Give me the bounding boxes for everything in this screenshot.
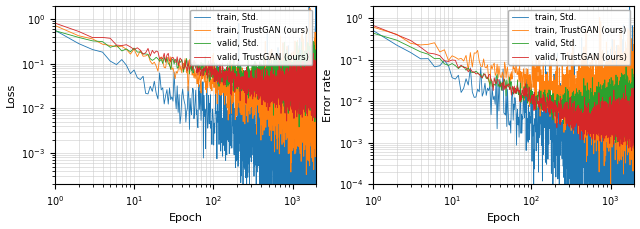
- Line: train, Std.: train, Std.: [373, 0, 634, 197]
- Y-axis label: Loss: Loss: [6, 83, 15, 107]
- valid, TrustGAN (ours): [51, 22, 59, 25]
- Legend: train, Std., train, TrustGAN (ours), valid, Std., valid, TrustGAN (ours): train, Std., train, TrustGAN (ours), val…: [190, 10, 312, 65]
- valid, TrustGAN (ours): [630, 122, 638, 124]
- train, TrustGAN (ours): [306, 7, 314, 10]
- Line: train, TrustGAN (ours): train, TrustGAN (ours): [55, 8, 316, 175]
- valid, Std.: [630, 117, 637, 120]
- train, Std.: [623, 178, 630, 181]
- train, Std.: [630, 144, 638, 147]
- valid, Std.: [312, 78, 319, 81]
- train, TrustGAN (ours): [312, 117, 319, 120]
- train, Std.: [243, 210, 250, 213]
- valid, TrustGAN (ours): [369, 24, 377, 27]
- train, TrustGAN (ours): [312, 147, 319, 150]
- train, Std.: [529, 110, 536, 113]
- Y-axis label: Error rate: Error rate: [323, 68, 333, 122]
- valid, Std.: [305, 55, 312, 58]
- valid, TrustGAN (ours): [286, 73, 294, 76]
- valid, TrustGAN (ours): [211, 79, 218, 82]
- train, Std.: [312, 210, 320, 213]
- valid, TrustGAN (ours): [630, 91, 637, 94]
- train, Std.: [312, 0, 319, 2]
- train, TrustGAN (ours): [607, 185, 614, 188]
- train, Std.: [312, 154, 319, 157]
- valid, TrustGAN (ours): [283, 120, 291, 122]
- valid, Std.: [211, 61, 218, 64]
- train, Std.: [211, 122, 218, 125]
- valid, Std.: [295, 125, 303, 128]
- train, TrustGAN (ours): [604, 130, 612, 133]
- valid, Std.: [288, 74, 296, 76]
- train, TrustGAN (ours): [630, 49, 637, 51]
- train, TrustGAN (ours): [286, 92, 294, 95]
- train, Std.: [604, 50, 612, 52]
- train, Std.: [51, 29, 59, 32]
- valid, Std.: [286, 72, 294, 75]
- valid, Std.: [529, 90, 536, 93]
- valid, Std.: [606, 103, 614, 106]
- valid, TrustGAN (ours): [604, 117, 612, 120]
- valid, Std.: [369, 32, 377, 35]
- valid, TrustGAN (ours): [288, 76, 296, 79]
- valid, Std.: [604, 98, 612, 101]
- train, Std.: [288, 185, 296, 188]
- valid, TrustGAN (ours): [529, 100, 536, 103]
- train, Std.: [312, 190, 319, 193]
- train, Std.: [556, 196, 563, 198]
- valid, TrustGAN (ours): [628, 149, 636, 152]
- train, TrustGAN (ours): [529, 60, 536, 63]
- Line: train, Std.: train, Std.: [55, 0, 316, 211]
- valid, Std.: [312, 86, 319, 89]
- train, TrustGAN (ours): [369, 26, 377, 28]
- valid, TrustGAN (ours): [630, 127, 637, 130]
- train, TrustGAN (ours): [623, 86, 630, 89]
- train, Std.: [630, 151, 637, 154]
- valid, TrustGAN (ours): [606, 131, 614, 134]
- valid, Std.: [623, 143, 630, 146]
- train, TrustGAN (ours): [303, 173, 310, 176]
- Line: valid, TrustGAN (ours): valid, TrustGAN (ours): [55, 23, 316, 121]
- train, TrustGAN (ours): [211, 75, 218, 78]
- valid, TrustGAN (ours): [305, 96, 312, 99]
- train, TrustGAN (ours): [305, 106, 312, 109]
- Line: train, TrustGAN (ours): train, TrustGAN (ours): [373, 17, 634, 186]
- train, TrustGAN (ours): [606, 60, 614, 63]
- valid, TrustGAN (ours): [622, 110, 630, 112]
- valid, TrustGAN (ours): [312, 71, 320, 74]
- Line: valid, Std.: valid, Std.: [55, 31, 316, 127]
- valid, Std.: [630, 104, 637, 107]
- train, TrustGAN (ours): [630, 103, 637, 106]
- valid, Std.: [51, 29, 59, 32]
- X-axis label: Epoch: Epoch: [486, 213, 521, 224]
- Legend: train, Std., train, TrustGAN (ours), valid, Std., valid, TrustGAN (ours): train, Std., train, TrustGAN (ours), val…: [508, 10, 630, 65]
- train, Std.: [286, 108, 294, 111]
- Line: valid, Std.: valid, Std.: [373, 33, 634, 145]
- train, TrustGAN (ours): [288, 77, 296, 80]
- train, TrustGAN (ours): [312, 123, 320, 125]
- train, Std.: [369, 29, 377, 32]
- train, Std.: [305, 167, 312, 170]
- valid, TrustGAN (ours): [312, 82, 319, 85]
- train, Std.: [630, 196, 637, 198]
- Line: valid, TrustGAN (ours): valid, TrustGAN (ours): [373, 25, 634, 151]
- valid, Std.: [312, 78, 320, 81]
- valid, Std.: [630, 110, 638, 113]
- train, TrustGAN (ours): [596, 16, 604, 19]
- valid, TrustGAN (ours): [312, 108, 319, 111]
- train, TrustGAN (ours): [630, 86, 638, 88]
- train, Std.: [606, 196, 614, 198]
- train, TrustGAN (ours): [51, 24, 59, 27]
- valid, Std.: [622, 86, 630, 89]
- X-axis label: Epoch: Epoch: [168, 213, 203, 224]
